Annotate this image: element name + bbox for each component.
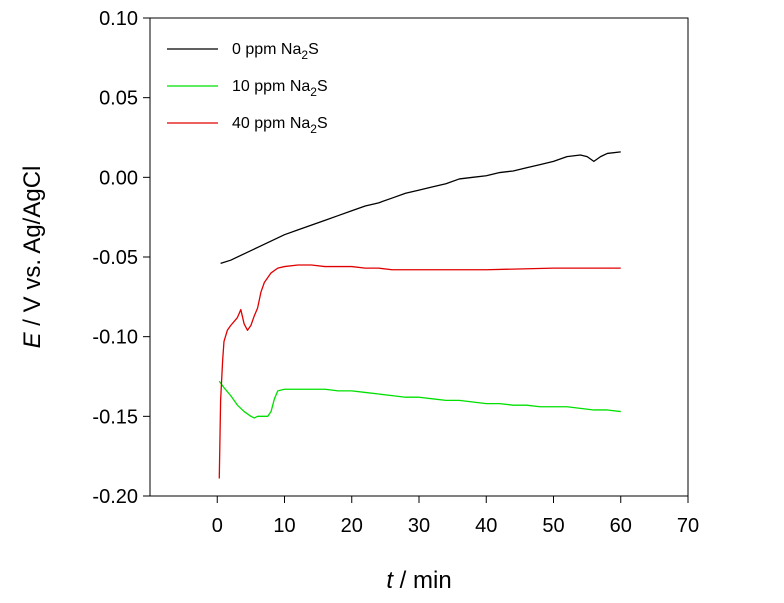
series-layer xyxy=(218,151,621,479)
x-tick-label: 0 xyxy=(212,515,223,537)
x-tick-label: 20 xyxy=(341,515,363,537)
x-tick-label: 50 xyxy=(542,515,564,537)
x-tick-label: 30 xyxy=(408,515,430,537)
y-axis-label-symbol: E xyxy=(19,331,46,348)
series-line-2 xyxy=(218,264,621,479)
tick-layer: 0 10 20 30 40 50 60 70 0.10 0.05 0.00 -0.05 -0.10 -0.… xyxy=(92,8,699,537)
y-tick-label: 0.05 xyxy=(99,88,138,110)
y-axis-label-rest: / V vs. Ag/AgCl xyxy=(19,166,46,333)
series-line-0 xyxy=(220,151,621,264)
x-tick-label: 70 xyxy=(677,515,699,537)
x-axis-label-rest: / min xyxy=(393,567,452,594)
x-tick-label: 10 xyxy=(273,515,295,537)
legend-label-2: 40 ppm Na2S xyxy=(232,115,328,136)
x-axis-label: t / min xyxy=(386,567,451,594)
legend-label-subscript: 2 xyxy=(310,122,317,136)
legend-label-0: 0 ppm Na2S xyxy=(232,41,319,62)
legend-label-text: S xyxy=(317,78,328,95)
y-tick-label: -0.20 xyxy=(92,486,138,508)
x-tick-label: 60 xyxy=(610,515,632,537)
legend-label-text: 40 ppm Na xyxy=(232,115,310,132)
legend-label-text: 0 ppm Na xyxy=(232,41,301,58)
y-tick-label: 0.10 xyxy=(99,8,138,30)
x-axis-label-symbol: t xyxy=(386,567,394,594)
legend-label-text: S xyxy=(317,115,328,132)
legend-label-text: 10 ppm Na xyxy=(232,78,310,95)
y-tick-label: -0.05 xyxy=(92,247,138,269)
y-tick-label: -0.15 xyxy=(92,406,138,428)
legend-label-subscript: 2 xyxy=(310,85,317,99)
legend-label-1: 10 ppm Na2S xyxy=(232,78,328,99)
series-line-1 xyxy=(218,380,621,419)
x-tick-label: 40 xyxy=(475,515,497,537)
y-axis-label: E / V vs. Ag/AgCl xyxy=(19,166,46,349)
legend-label-text: S xyxy=(308,41,319,58)
plot-area: 0 10 20 30 40 50 60 70 0.10 0.05 0.00 -0.05 -0.10 -0.… xyxy=(92,8,699,537)
y-tick-label: -0.10 xyxy=(92,327,138,349)
legend-label-subscript: 2 xyxy=(301,48,308,62)
y-tick-label: 0.00 xyxy=(99,167,138,189)
